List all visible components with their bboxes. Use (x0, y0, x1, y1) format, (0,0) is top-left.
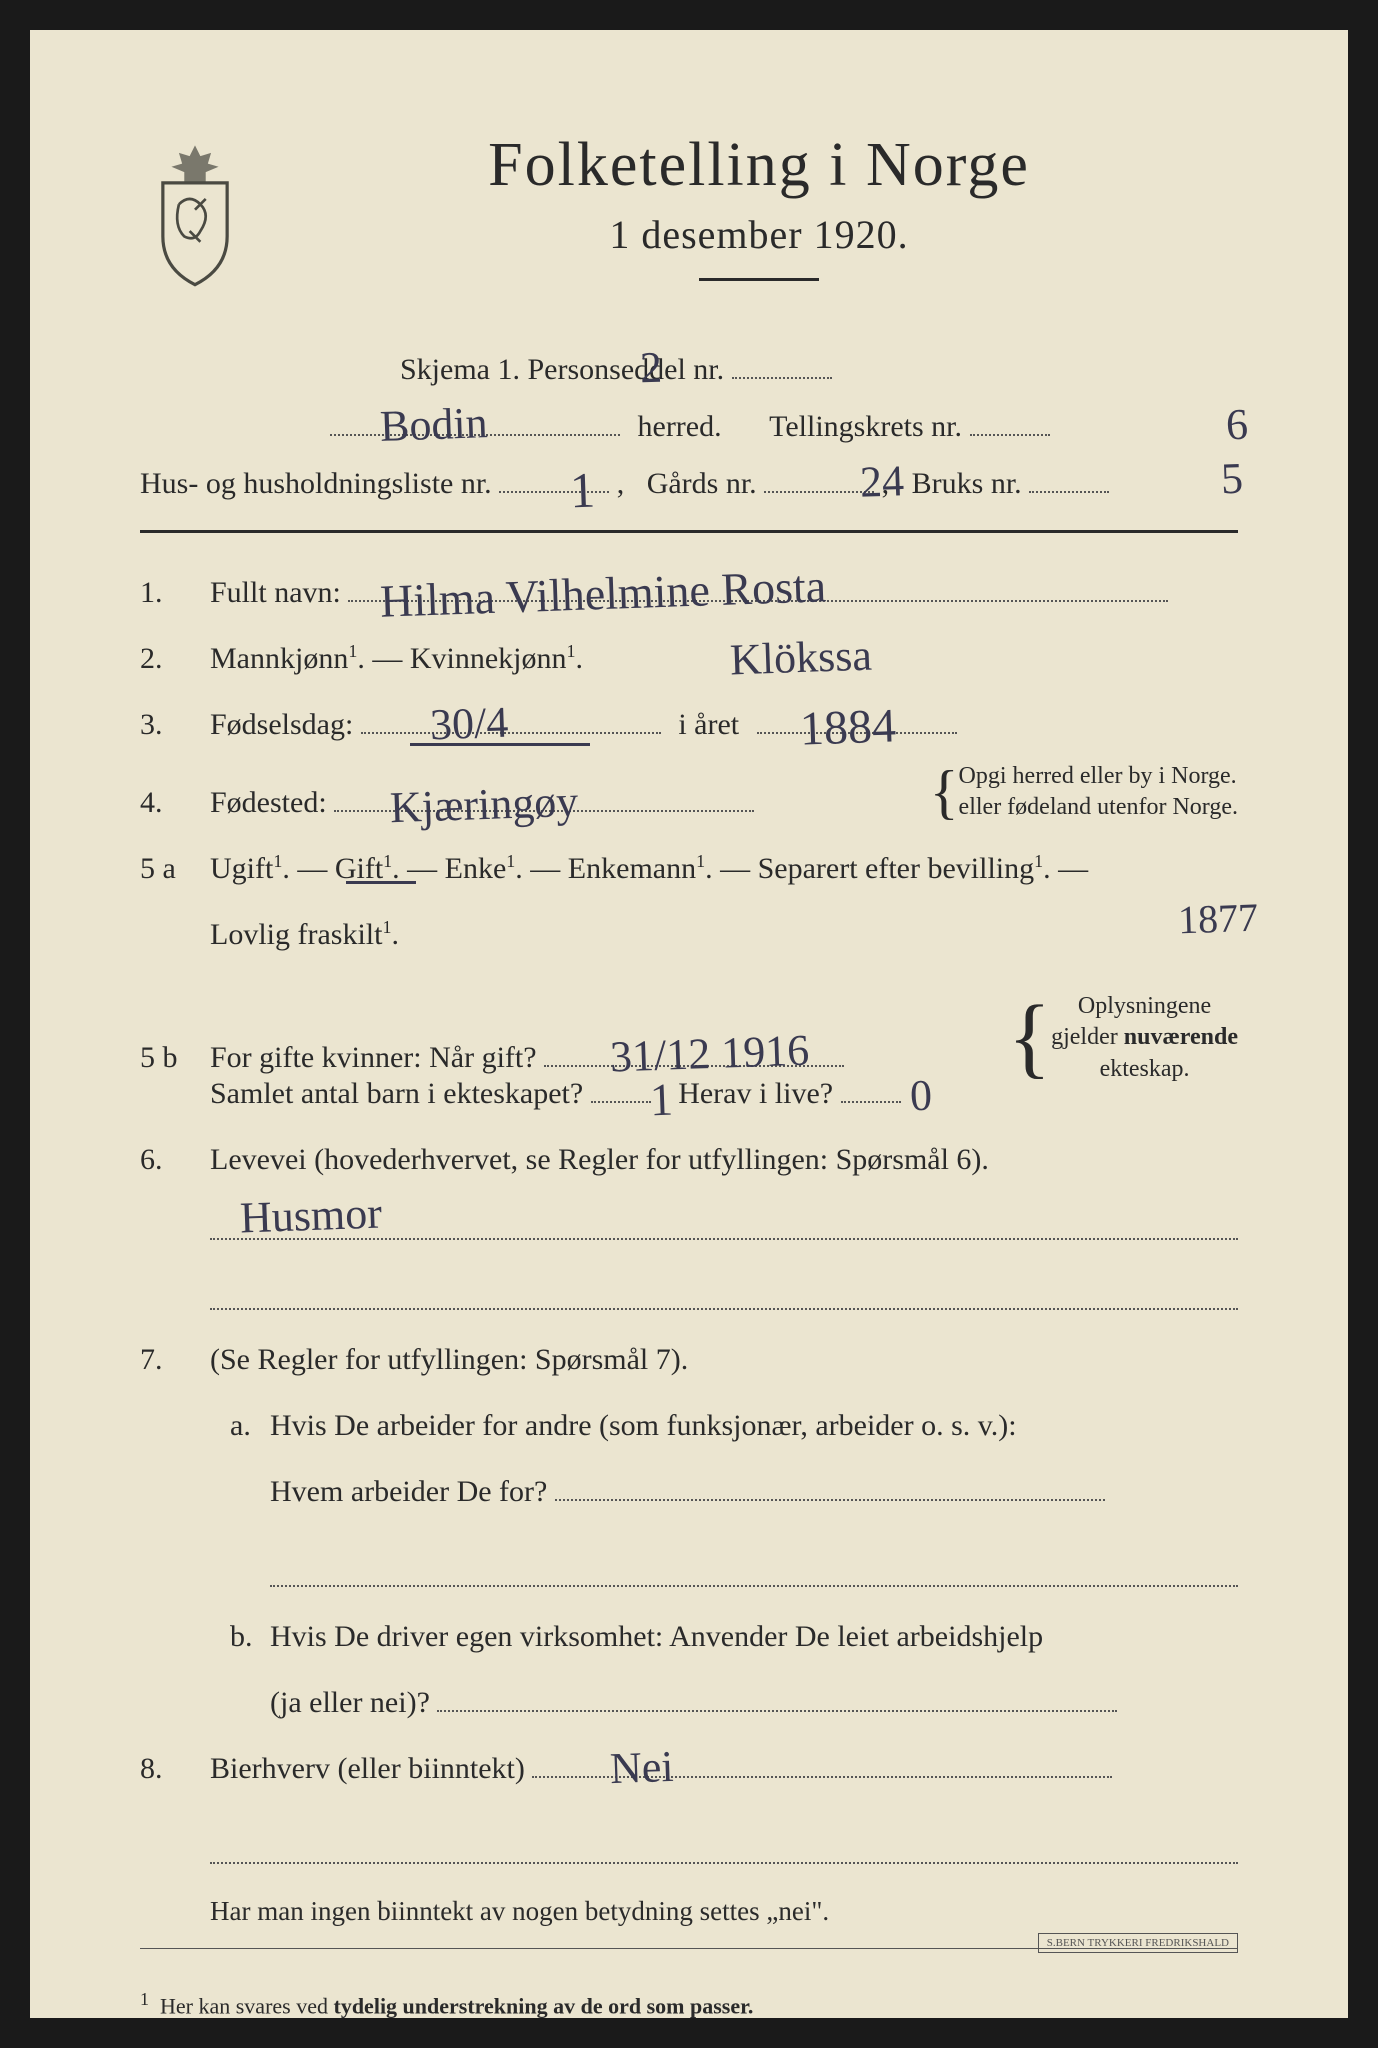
tellingskrets-label: Tellingskrets nr. (769, 410, 962, 443)
main-title: Folketelling i Norge (280, 130, 1238, 201)
q6-line2 (210, 1280, 1238, 1310)
husliste-nr: 1 (568, 443, 596, 539)
q3-num: 3. (140, 695, 210, 755)
q2-label: Mannkjønn1. — Kvinnekjønn1. (210, 642, 583, 675)
census-form-page: Folketelling i Norge 1 desember 1920. Sk… (30, 30, 1348, 2018)
q7a-label1: Hvis De arbeider for andre (som funksjon… (270, 1409, 1017, 1442)
q1-row: 1. Fullt navn: Hilma Vilhelmine Rosta (140, 563, 1238, 623)
q6-row: 6. Levevei (hovederhvervet, se Regler fo… (140, 1130, 1238, 1190)
q7b-row: b. Hvis De driver egen virksomhet: Anven… (140, 1607, 1238, 1667)
q7-label: (Se Regler for utfyllingen: Spørsmål 7). (210, 1343, 688, 1376)
q7-row: 7. (Se Regler for utfyllingen: Spørsmål … (140, 1330, 1238, 1390)
q5b-live-label: Herav i live? (678, 1077, 833, 1110)
q3-row: 3. Fødselsdag: 30/4 i året 1884 (140, 695, 1238, 755)
husliste-label: Hus- og husholdningsliste nr. (140, 467, 492, 500)
q7b-num: b. (210, 1607, 270, 1667)
q7a-num: a. (210, 1396, 270, 1456)
q5b-row2: Samlet antal barn i ekteskapet? 1 Herav … (140, 1064, 1238, 1124)
schema-line: Skjema 1. Personseddel nr. 2 (140, 341, 1238, 398)
q4-note: { Opgi herred eller by i Norge. eller fø… (930, 761, 1238, 823)
printer-stamp: S.BERN TRYKKERI FREDRIKSHALD (1038, 1933, 1238, 1953)
q8-label: Bierhverv (eller biinntekt) (210, 1752, 525, 1785)
q4-label: Fødested: (210, 786, 327, 819)
q5a-row: 5 a Ugift1. — Gift1. — Enke1. — Enkemann… (140, 839, 1238, 899)
herred-line: Bodin herred. Tellingskrets nr. 6 (140, 398, 1238, 455)
q6-value: Husmor (239, 1188, 382, 1244)
herred-label: herred. (638, 410, 722, 443)
q5b-live-value: 0 (908, 1052, 933, 1141)
q8-row: 8. Bierhverv (eller biinntekt) Nei (140, 1739, 1238, 1799)
q7b-label1: Hvis De driver egen virksomhet: Anvender… (270, 1620, 1043, 1653)
q8-value: Nei (608, 1723, 675, 1813)
q1-num: 1. (140, 563, 210, 623)
form-header: Folketelling i Norge 1 desember 1920. (140, 130, 1238, 311)
q7b-row2: (ja eller nei)? (140, 1673, 1238, 1733)
q7a-row2: Hvem arbeider De for? (140, 1462, 1238, 1522)
q6-num: 6. (140, 1130, 210, 1190)
q5a-row2: Lovlig fraskilt1. (140, 905, 1238, 965)
q3-mid: i året (678, 708, 739, 741)
q4-num: 4. (140, 773, 210, 833)
gards-nr: 24 (859, 439, 906, 524)
q8-num: 8. (140, 1739, 210, 1799)
bruks-nr: 5 (1220, 437, 1245, 521)
q5a-label: Ugift1. — Gift1. — Enke1. — Enkemann1. —… (210, 852, 1088, 885)
bottom-note: Har man ingen biinntekt av nogen betydni… (210, 1896, 829, 1926)
bruks-label: Bruks nr. (912, 467, 1022, 500)
footnote: 1 Her kan svares ved tydelig understrekn… (140, 1989, 1238, 2019)
q8-line (210, 1834, 1238, 1864)
q3-label: Fødselsdag: (210, 708, 353, 741)
bottom-note-row: Har man ingen biinntekt av nogen betydni… (140, 1884, 1238, 1938)
gards-label: Gårds nr. (647, 467, 757, 500)
q1-label: Fullt navn: (210, 576, 341, 609)
title-block: Folketelling i Norge 1 desember 1920. (280, 130, 1238, 311)
q7a-line (270, 1557, 1238, 1587)
coat-of-arms-icon (140, 140, 250, 290)
schema-label: Skjema 1. Personseddel nr. (400, 353, 724, 386)
husliste-line: Hus- og husholdningsliste nr. 1 , Gårds … (140, 455, 1238, 512)
title-rule (699, 278, 819, 281)
q7-num: 7. (140, 1330, 210, 1390)
q4-row: 4. Fødested: Kjæringøy { Opgi herred ell… (140, 761, 1238, 833)
q2-row: 2. Mannkjønn1. — Kvinnekjønn1. Klökssa (140, 629, 1238, 689)
q5a-label2: Lovlig fraskilt1. (210, 918, 399, 951)
subtitle: 1 desember 1920. (280, 211, 1238, 258)
q5b-barn-label: Samlet antal barn i ekteskapet? (210, 1077, 583, 1110)
q7a-row: a. Hvis De arbeider for andre (som funks… (140, 1396, 1238, 1456)
q5a-num: 5 a (140, 839, 210, 899)
q3-day: 30/4 (428, 679, 509, 770)
q7a-label2: Hvem arbeider De for? (270, 1475, 547, 1508)
section-rule (140, 530, 1238, 533)
q6-label: Levevei (hovederhvervet, se Regler for u… (210, 1143, 989, 1176)
q2-num: 2. (140, 629, 210, 689)
q7b-label2: (ja eller nei)? (270, 1686, 430, 1719)
